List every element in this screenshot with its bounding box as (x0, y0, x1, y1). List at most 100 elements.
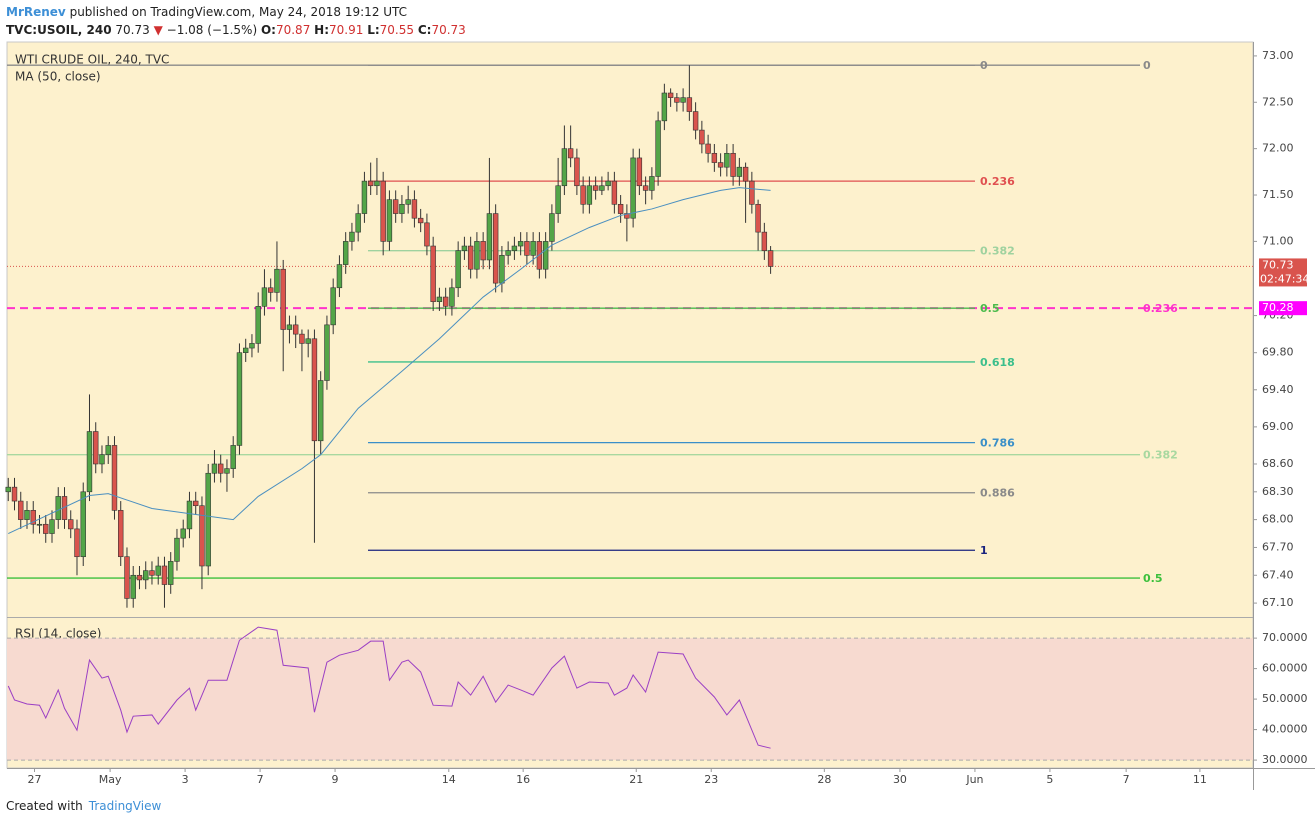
candle-body (617, 203, 624, 214)
candle-body (236, 352, 243, 446)
candle-body (36, 523, 43, 526)
candle-body (274, 268, 280, 293)
candle-body (86, 431, 93, 493)
x-tick-label: 11 (1193, 773, 1207, 786)
candle-body (680, 97, 686, 103)
candle-body (730, 152, 736, 177)
x-tick-label: 21 (629, 773, 643, 786)
candle-body (292, 324, 299, 335)
created: Created with (6, 799, 83, 813)
candle-body (18, 500, 24, 520)
candle-body (467, 245, 474, 270)
candle-body (286, 324, 293, 330)
arrow: ▼ (153, 23, 163, 37)
candle-body (742, 166, 749, 182)
fib-label: 0.786 (980, 437, 1015, 450)
candle-body (605, 180, 611, 187)
y-tick-label: 67.70 (1262, 540, 1294, 553)
candle-body (230, 445, 236, 469)
candle-body (193, 500, 199, 507)
candle-body (642, 185, 649, 191)
candle-body (155, 565, 161, 576)
candle-body (592, 185, 599, 191)
candle-body (124, 556, 130, 599)
x-tick-label: 14 (442, 773, 456, 786)
x-tick-label: 16 (516, 773, 530, 786)
candle-body (30, 510, 36, 525)
candle-body (674, 97, 680, 103)
candle-body (580, 185, 586, 205)
candle-body (324, 324, 330, 381)
candle-body (261, 287, 268, 307)
candle-body (442, 296, 449, 307)
candle-body (280, 268, 286, 330)
rsi-tick-label: 30.0000 (1262, 753, 1308, 766)
candle-body (267, 287, 274, 293)
candle-body (492, 213, 499, 284)
candle-body (299, 333, 305, 344)
candle-body (224, 468, 230, 474)
fib-label: 0.236 (980, 175, 1015, 188)
field-label: L: (367, 23, 380, 37)
countdown: 02:47:34 (1260, 272, 1309, 285)
fib-label: 0 (1143, 59, 1151, 72)
last-price-label: 70.73 (1262, 258, 1294, 271)
candle-body (755, 203, 761, 233)
candle-body (136, 574, 143, 581)
candle-body (5, 486, 11, 493)
candle-body (130, 574, 136, 599)
candle-body (749, 180, 755, 205)
symbol: TVC:USOIL, 240 (6, 23, 112, 37)
ohlc-field: C:70.73 (418, 23, 466, 37)
candle-body (761, 231, 768, 251)
candle-body (430, 245, 436, 302)
y-tick-label: 67.10 (1262, 596, 1294, 609)
candle-body (449, 287, 455, 307)
candle-body (561, 148, 568, 187)
candle-body (686, 97, 693, 112)
candle-body (411, 199, 418, 219)
candle-body (386, 199, 393, 242)
candle-body (480, 241, 486, 261)
candle-body (424, 222, 430, 247)
fib-label: 0.618 (980, 356, 1015, 369)
y-tick-label: 69.00 (1262, 420, 1294, 433)
candle-body (174, 537, 180, 562)
legend-rsi: RSI (14, close) (15, 627, 101, 641)
x-tick-label: 28 (817, 773, 831, 786)
ohlc-field: L:70.55 (367, 23, 414, 37)
last: 70.73 (115, 23, 150, 37)
candle-body (392, 199, 399, 214)
candle-body (555, 185, 561, 214)
fib-label: 0 (980, 59, 988, 72)
candle-body (168, 561, 174, 585)
x-tick-label: 5 (1046, 773, 1053, 786)
candle-body (611, 180, 618, 205)
candle-body (349, 231, 355, 242)
candle-body (517, 241, 524, 247)
rsi-line (7, 626, 771, 749)
candle-body (180, 528, 186, 539)
candle-body (336, 264, 343, 289)
candle-body (342, 241, 349, 265)
field-value: 70.87 (275, 23, 311, 37)
candle-body (361, 180, 368, 214)
candle-body (355, 213, 361, 233)
x-tick-label: Jun (965, 773, 983, 786)
candle-body (692, 111, 699, 131)
marker-price-tag (1259, 301, 1307, 316)
y-tick-label: 72.50 (1262, 95, 1294, 108)
legend-ma: MA (50, close) (15, 70, 101, 84)
candle-body (624, 213, 630, 219)
x-tick-label: 3 (182, 773, 189, 786)
candle-body (118, 510, 124, 558)
field-value: 70.91 (329, 23, 364, 37)
brand[interactable]: TradingView (88, 799, 162, 813)
y-tick-label: 72.00 (1262, 142, 1294, 155)
candle-body (661, 92, 668, 122)
fib-label: 0.886 (980, 487, 1015, 500)
x-tick-label: 7 (257, 773, 264, 786)
candle-body (143, 570, 149, 581)
change: −1.08 (−1.5%) (166, 23, 258, 37)
candle-body (486, 213, 493, 261)
